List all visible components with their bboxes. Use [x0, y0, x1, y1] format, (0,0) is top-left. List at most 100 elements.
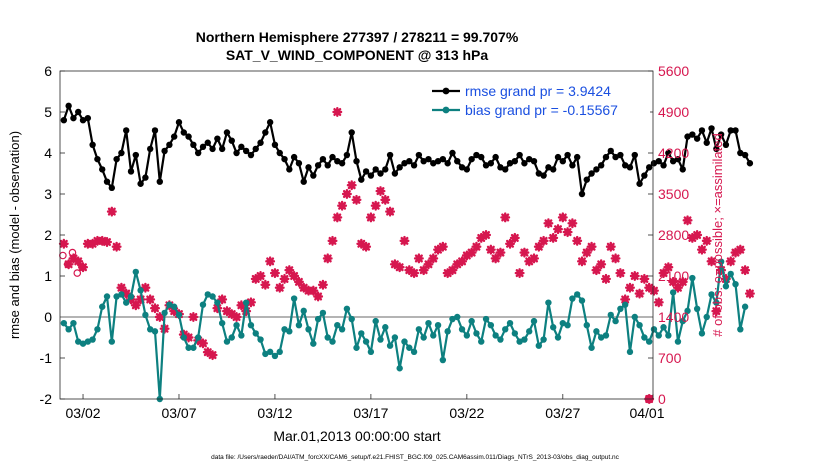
obs-count-marker [370, 200, 381, 211]
y-left-tick-label: 4 [44, 145, 52, 161]
bias-point [348, 315, 355, 323]
bias-point [727, 270, 734, 278]
obs-count-marker [346, 180, 357, 191]
rmse-point [511, 158, 519, 165]
rmse-point [406, 158, 413, 165]
bias-point [242, 299, 250, 306]
bias-point [382, 324, 389, 331]
bias-point [319, 309, 327, 317]
bias-point [708, 291, 715, 298]
rmse-point [89, 141, 96, 148]
obs-count-marker [605, 241, 616, 252]
rmse-point [492, 153, 499, 161]
rmse-point [578, 190, 586, 198]
obs-count-marker [375, 186, 386, 197]
rmse-point [693, 135, 701, 142]
obs-count-marker [183, 332, 194, 343]
rmse-point [353, 158, 360, 165]
obs-count-marker [572, 235, 583, 246]
bias-point [353, 344, 360, 351]
obs-count-marker [188, 312, 199, 322]
obs-count-marker [418, 265, 429, 276]
obs-count-marker [121, 288, 132, 299]
rmse-point [689, 131, 696, 138]
obs-count-marker [600, 273, 611, 284]
rmse-point [602, 153, 610, 161]
bias-point [161, 309, 168, 317]
rmse-point [233, 149, 240, 157]
obs-count-marker [245, 297, 256, 308]
x-tick-label: 03/12 [257, 405, 292, 421]
obs-count-marker [663, 262, 674, 273]
rmse-point [194, 149, 202, 157]
obs-count-marker [725, 256, 736, 267]
obs-count-marker [106, 206, 117, 217]
bias-point [65, 326, 72, 333]
obs-count-marker [111, 241, 122, 252]
y-left-tick-label: -2 [40, 391, 53, 407]
bias-point [449, 315, 456, 323]
obs-count-marker [567, 218, 578, 229]
bias-point [454, 313, 461, 321]
footer-data-file: data file: /Users/raeder/DAI/ATM_forcXX/… [211, 454, 620, 461]
bias-point [118, 291, 125, 298]
obs-count-marker [212, 303, 223, 314]
bias-point [391, 334, 399, 341]
x-tick-label: 03/17 [353, 405, 388, 421]
rmse-point [242, 147, 250, 155]
obs-count-marker [428, 253, 439, 264]
obs-count-marker [624, 282, 635, 293]
obs-count-marker [644, 282, 655, 293]
bias-point [290, 295, 298, 302]
obs-count-marker [591, 265, 602, 276]
rmse-point [295, 160, 303, 167]
rmse-point [377, 170, 384, 177]
obs-count-marker [677, 276, 688, 287]
obs-count-marker [356, 238, 367, 249]
obs-count-marker [327, 235, 338, 246]
x-tick-label: 03/22 [449, 405, 484, 421]
ylabel-right: # of obs: o=possible; ×=assimilated [710, 133, 725, 336]
rmse-point [540, 172, 547, 179]
rmse-point [645, 164, 653, 171]
obs-possible-marker [59, 251, 67, 260]
rmse-point [573, 153, 581, 161]
rmse-point [535, 170, 543, 177]
bias-point [684, 307, 691, 315]
obs-count-marker [332, 212, 343, 223]
rmse-point [305, 164, 312, 171]
rmse-point [218, 145, 226, 153]
y-right-tick-label: 3500 [658, 186, 689, 202]
obs-count-marker [269, 268, 280, 279]
bias-point [123, 299, 130, 306]
rmse-point [60, 117, 68, 124]
obs-count-marker [481, 230, 492, 240]
bias-point [362, 338, 370, 345]
bias-point [478, 338, 485, 345]
obs-count-marker [711, 306, 722, 317]
obs-possible-marker [78, 263, 86, 272]
rmse-point [746, 160, 754, 167]
rmse-point [468, 155, 475, 163]
bias-point [70, 319, 77, 327]
bias-point [257, 336, 264, 343]
obs-count-marker [365, 212, 376, 223]
obs-count-marker [687, 232, 698, 243]
y-left-tick-label: 2 [44, 227, 52, 243]
rmse-point [372, 166, 379, 173]
obs-count-marker [207, 350, 218, 361]
rmse-point [180, 129, 187, 136]
obs-count-marker [596, 259, 607, 270]
rmse-point [617, 151, 624, 159]
ylabel-left: rmse and bias (model - observation) [7, 131, 22, 339]
bias-point [194, 334, 202, 341]
bias-point [631, 313, 638, 321]
obs-count-marker [221, 306, 232, 317]
bias-point [617, 305, 624, 312]
bias-point [511, 330, 519, 337]
rmse-point [554, 153, 562, 161]
bias-point [506, 319, 514, 327]
obs-count-marker [505, 238, 516, 249]
obs-possible-marker [73, 269, 82, 277]
rmse-point [118, 149, 125, 157]
